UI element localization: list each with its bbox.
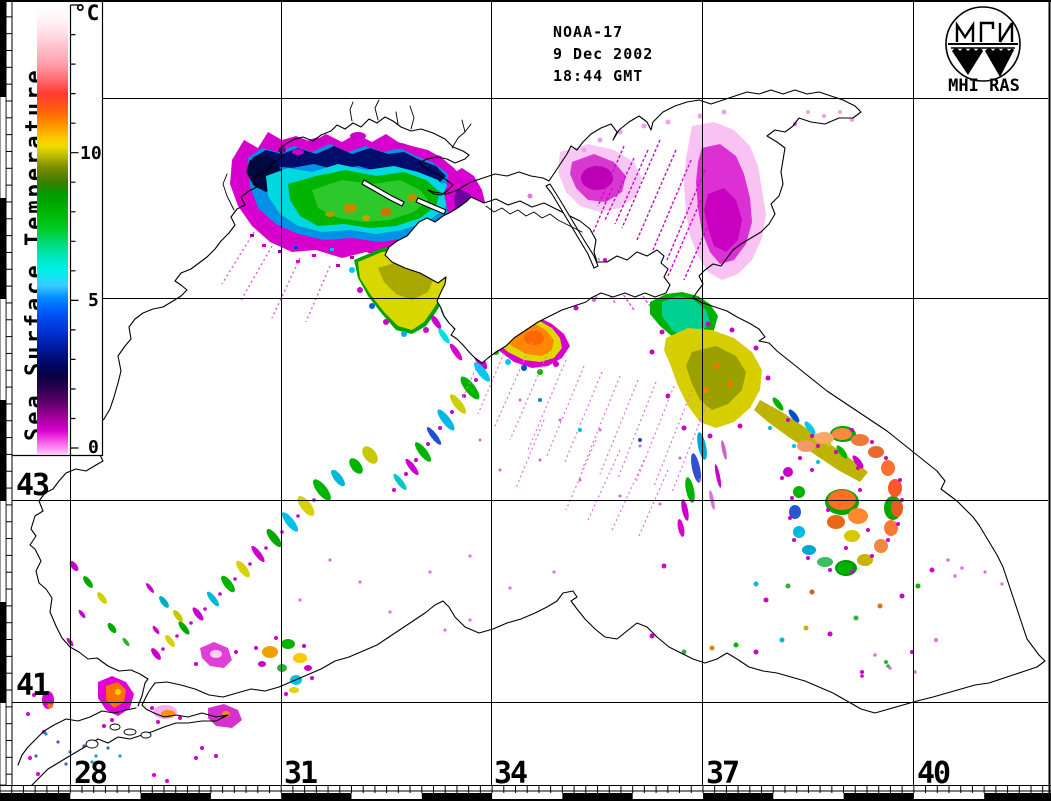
coastline-sivash bbox=[485, 205, 583, 233]
sst-streaks-central bbox=[461, 317, 711, 539]
sst-specks-scattered bbox=[298, 554, 1004, 678]
coastline-arabat-spit bbox=[545, 183, 599, 269]
longitude-label-28: 28 bbox=[74, 756, 108, 791]
satellite-name: NOAA-17 bbox=[553, 23, 624, 41]
sst-patch-northeast-band bbox=[754, 397, 868, 482]
ruler-left bbox=[0, 0, 13, 786]
marmara-islands bbox=[85, 723, 152, 749]
longitude-label-34: 34 bbox=[494, 756, 528, 791]
colorbar-tick-10: 10 bbox=[80, 143, 102, 164]
acquisition-date: 9 Dec 2002 bbox=[553, 45, 654, 63]
longitude-label-31: 31 bbox=[284, 756, 318, 791]
sst-patch-east-gyre bbox=[649, 426, 938, 674]
coastline-marmara-north bbox=[17, 707, 137, 766]
eregli-cape-cluster bbox=[254, 636, 314, 696]
colorbar-gradient bbox=[37, 5, 68, 455]
coastline-crimea bbox=[384, 196, 671, 364]
sst-patches-bosphorus bbox=[26, 636, 314, 790]
gyre-south-extension bbox=[649, 563, 938, 674]
sst-streak-chain-southwest bbox=[66, 362, 491, 660]
colorbar-unit-label: °C bbox=[74, 1, 100, 25]
grid-lines bbox=[12, 1, 1048, 785]
latitude-label-43: 43 bbox=[16, 468, 50, 503]
sst-patch-azov bbox=[527, 109, 854, 311]
ruler-bottom bbox=[0, 785, 1051, 801]
latitude-label-41: 41 bbox=[16, 668, 50, 703]
mhi-ras-logo bbox=[945, 6, 1021, 82]
sst-patches bbox=[26, 109, 1004, 790]
colorbar-tick-0: 0 bbox=[88, 437, 99, 458]
logo-emblem-icon bbox=[948, 21, 1018, 49]
colorbar-tick-5: 5 bbox=[88, 290, 99, 311]
coastline-estuaries bbox=[222, 99, 472, 211]
sst-patch-kerch-caucasus bbox=[649, 292, 771, 537]
longitude-label-40: 40 bbox=[917, 756, 951, 791]
acquisition-time: 18:44 GMT bbox=[553, 67, 644, 85]
colorbar-tick-marks bbox=[70, 4, 79, 449]
coastline-dzharylgach bbox=[415, 197, 447, 215]
longitude-label-37: 37 bbox=[706, 756, 740, 791]
coastlines bbox=[17, 89, 1046, 794]
coastline-tendra-spit bbox=[361, 179, 405, 207]
logo-label: MHI RAS bbox=[948, 76, 1020, 96]
coastline-mainland bbox=[25, 89, 1046, 794]
